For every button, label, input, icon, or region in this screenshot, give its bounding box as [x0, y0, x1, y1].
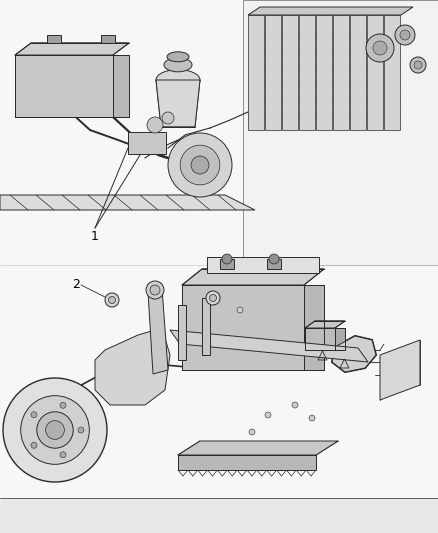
Circle shape	[60, 402, 66, 408]
Circle shape	[162, 112, 174, 124]
Circle shape	[146, 281, 164, 299]
Polygon shape	[202, 298, 210, 355]
Circle shape	[206, 291, 220, 305]
Polygon shape	[128, 132, 166, 154]
Polygon shape	[113, 55, 129, 117]
Polygon shape	[316, 15, 332, 130]
Circle shape	[31, 442, 37, 448]
Circle shape	[410, 57, 426, 73]
Text: 1: 1	[91, 230, 99, 243]
Polygon shape	[101, 35, 115, 43]
Ellipse shape	[164, 58, 192, 72]
Polygon shape	[182, 269, 324, 285]
Circle shape	[366, 34, 394, 62]
Ellipse shape	[156, 70, 200, 91]
Polygon shape	[335, 328, 345, 350]
Polygon shape	[95, 328, 170, 405]
Polygon shape	[350, 15, 366, 130]
Circle shape	[21, 395, 89, 464]
Circle shape	[105, 293, 119, 307]
Polygon shape	[248, 7, 413, 15]
Circle shape	[147, 117, 163, 133]
Polygon shape	[220, 259, 234, 269]
Circle shape	[109, 296, 116, 303]
Polygon shape	[384, 15, 400, 130]
Text: 3: 3	[194, 276, 202, 288]
Polygon shape	[15, 55, 113, 117]
Circle shape	[309, 415, 315, 421]
Polygon shape	[170, 330, 368, 362]
Circle shape	[249, 429, 255, 435]
Text: 4: 4	[326, 334, 334, 346]
Polygon shape	[333, 15, 349, 130]
Polygon shape	[305, 321, 345, 328]
Polygon shape	[148, 288, 168, 374]
Polygon shape	[182, 285, 304, 370]
Circle shape	[60, 452, 66, 458]
Circle shape	[209, 295, 216, 302]
Circle shape	[400, 30, 410, 40]
Ellipse shape	[167, 52, 189, 62]
Circle shape	[3, 378, 107, 482]
Circle shape	[180, 145, 220, 185]
Polygon shape	[304, 285, 324, 370]
Polygon shape	[156, 80, 200, 127]
Circle shape	[37, 412, 73, 448]
Circle shape	[292, 402, 298, 408]
Polygon shape	[248, 15, 264, 130]
Polygon shape	[47, 35, 61, 43]
Polygon shape	[207, 257, 319, 273]
Polygon shape	[0, 498, 438, 533]
Circle shape	[31, 411, 37, 418]
Polygon shape	[332, 336, 376, 372]
Circle shape	[414, 61, 422, 69]
Polygon shape	[267, 259, 281, 269]
Circle shape	[46, 421, 64, 439]
Polygon shape	[367, 15, 383, 130]
Circle shape	[265, 412, 271, 418]
Circle shape	[269, 254, 279, 264]
Polygon shape	[243, 0, 438, 265]
Circle shape	[168, 133, 232, 197]
Polygon shape	[178, 441, 338, 455]
Text: 2: 2	[72, 279, 80, 292]
Circle shape	[222, 254, 232, 264]
Polygon shape	[178, 455, 316, 470]
Polygon shape	[0, 195, 255, 210]
Circle shape	[373, 41, 387, 55]
Polygon shape	[178, 305, 186, 360]
Polygon shape	[380, 340, 420, 400]
Polygon shape	[299, 15, 315, 130]
Polygon shape	[305, 328, 335, 350]
Circle shape	[78, 427, 84, 433]
Polygon shape	[282, 15, 298, 130]
Circle shape	[395, 25, 415, 45]
Polygon shape	[265, 15, 281, 130]
Polygon shape	[15, 43, 129, 55]
Polygon shape	[0, 0, 438, 265]
Circle shape	[150, 285, 160, 295]
Circle shape	[191, 156, 209, 174]
Circle shape	[237, 307, 243, 313]
Polygon shape	[0, 265, 438, 533]
